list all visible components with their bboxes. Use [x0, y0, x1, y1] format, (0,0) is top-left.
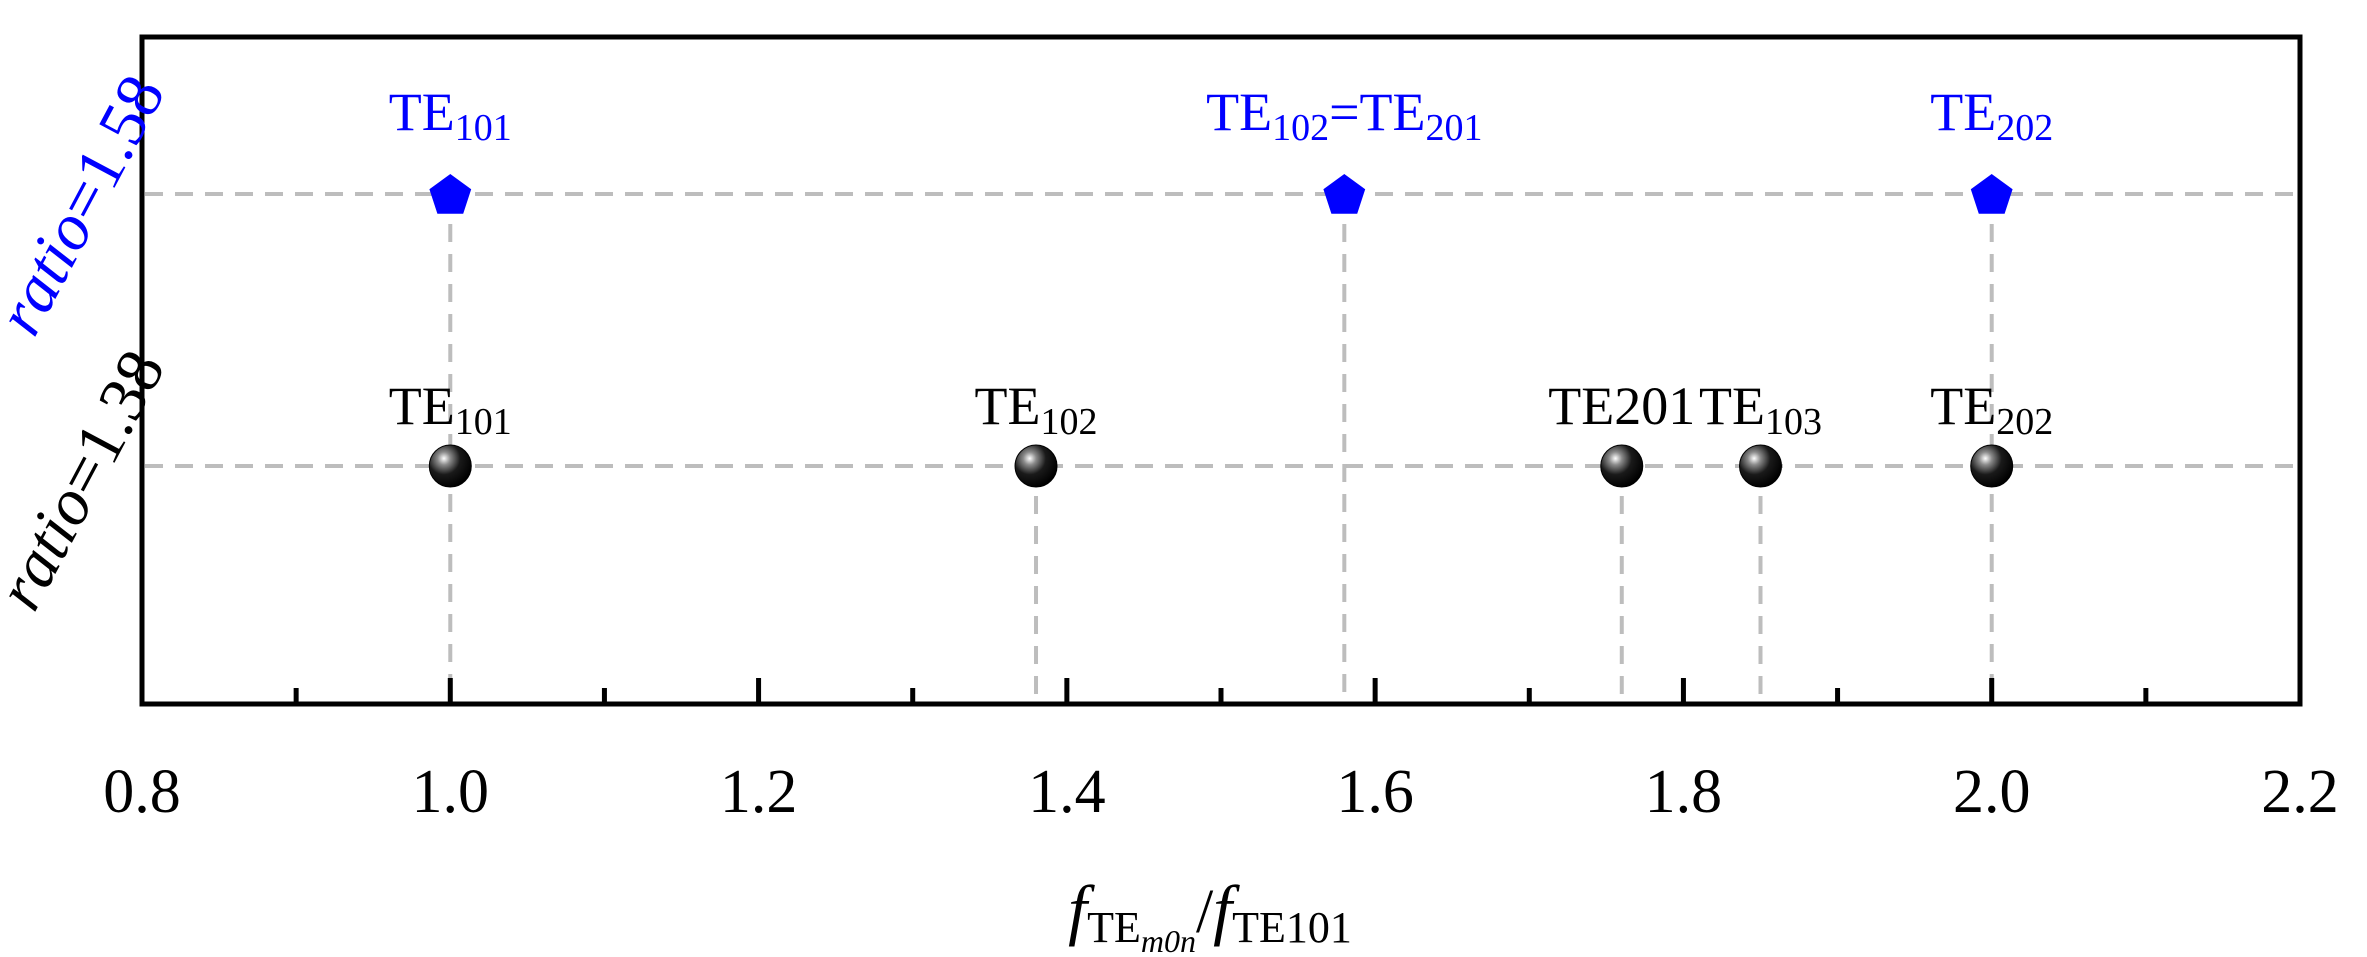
- x-tick-label: 1.6: [1336, 758, 1414, 826]
- sphere-marker: [1739, 444, 1782, 488]
- point-label-sub: 101: [455, 401, 512, 443]
- point-label-sub: 202: [1996, 401, 2053, 443]
- point-label-base: TE: [389, 376, 455, 436]
- sphere-marker: [1600, 444, 1644, 488]
- series-label: ratio=1.38: [0, 339, 179, 621]
- point-label: TE101: [389, 82, 512, 149]
- point-label: TE102: [975, 376, 1098, 443]
- x-axis-ticks: [139, 678, 2303, 704]
- point-label-mid: =TE: [1329, 82, 1425, 142]
- point-label: TE201: [1548, 376, 1695, 436]
- point-label-sub: 103: [1765, 401, 1822, 443]
- point-label-base: TE: [1930, 82, 1996, 142]
- series-label-value: =1.58: [43, 64, 179, 233]
- x-label-separator: /: [1196, 878, 1214, 946]
- point-label-base: TE: [1930, 376, 1996, 436]
- x-axis-tick-labels: 0.8 1.0 1.2 1.4 1.6 1.8 2.0 2.2: [103, 758, 2339, 826]
- point-label-base: TE: [975, 376, 1041, 436]
- sphere-marker: [1970, 444, 2014, 488]
- x-tick-label: 0.8: [103, 758, 181, 826]
- point-label: TE102=TE201: [1206, 82, 1482, 149]
- point-label-sub2: 201: [1426, 107, 1483, 149]
- point-label-sub: 101: [455, 107, 512, 149]
- point-label: TE103: [1699, 376, 1822, 443]
- x-tick-label: 1.4: [1028, 758, 1106, 826]
- x-axis-label: fTEm0n/fTE101: [1068, 871, 1352, 957]
- sphere-marker: [428, 444, 472, 488]
- x-tick-label: 2.0: [1953, 758, 2031, 826]
- data-markers: [428, 174, 2014, 488]
- point-label-sub: 102: [1041, 401, 1098, 443]
- pentagon-marker: [429, 174, 472, 214]
- x-tick-label: 2.2: [2261, 758, 2339, 826]
- point-label: TE101: [389, 376, 512, 443]
- point-label-base: TE: [1206, 82, 1272, 142]
- point-label: TE202: [1930, 376, 2053, 443]
- point-label-sub: 202: [1996, 107, 2053, 149]
- point-label-base: TE201: [1548, 376, 1695, 436]
- x-tick-label: 1.8: [1645, 758, 1723, 826]
- x-label-subsub1: m0n: [1141, 923, 1196, 957]
- x-label-sub1: TE: [1087, 903, 1141, 952]
- series-label: ratio=1.58: [0, 64, 179, 346]
- reference-lines: [145, 192, 2297, 701]
- point-label-sub: 102: [1272, 107, 1329, 149]
- x-label-subsub2: 101: [1286, 903, 1352, 952]
- point-label: TE202: [1930, 82, 2053, 149]
- series-label-value: =1.38: [43, 339, 179, 508]
- x-label-sub2: TE: [1232, 903, 1286, 952]
- x-tick-label: 1.2: [720, 758, 798, 826]
- sphere-marker: [1014, 444, 1058, 488]
- plot-frame: [139, 34, 2303, 707]
- pentagon-marker: [1970, 174, 2013, 214]
- pentagon-marker: [1323, 174, 1366, 214]
- x-tick-label: 1.0: [412, 758, 490, 826]
- point-label-base: TE: [389, 82, 455, 142]
- point-label-base: TE: [1699, 376, 1765, 436]
